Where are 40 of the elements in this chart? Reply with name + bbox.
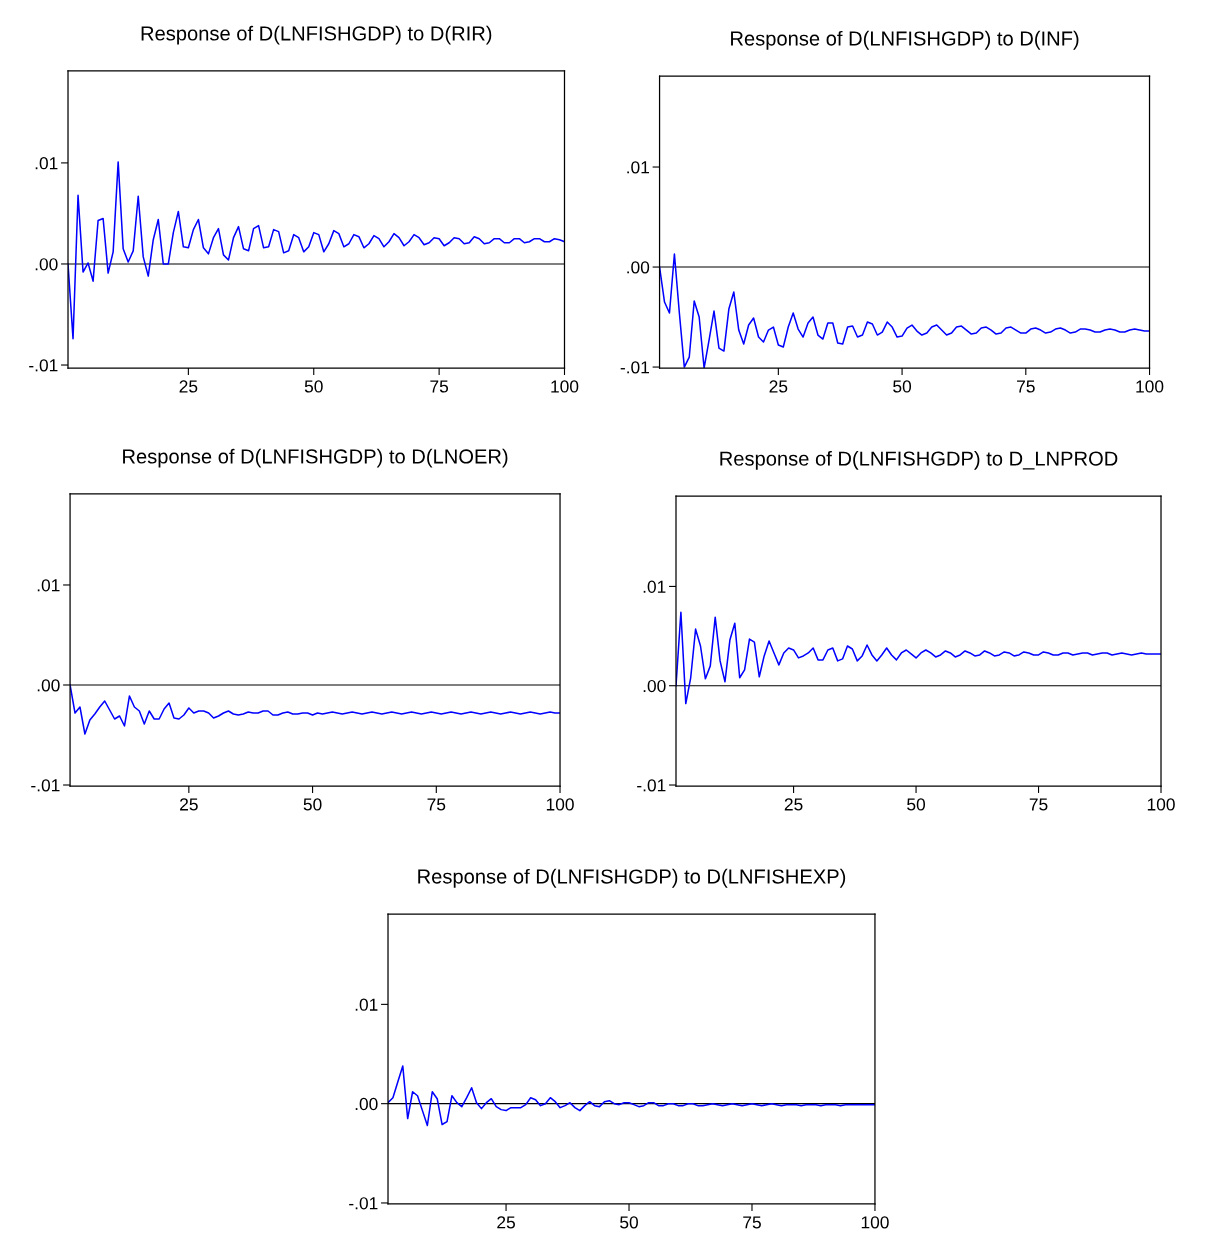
x-tick-label: 25 [180,798,198,811]
y-tick-label: .00 [35,258,58,271]
x-tick-label: 25 [769,380,788,393]
chart-title: Response of D(LNFISHGDP) to D(LNOER) [123,448,508,468]
y-tick-label: -.01 [349,1197,378,1210]
x-tick-label: 50 [893,380,912,393]
chart-title: Response of D(LNFISHGDP) to D_LNPROD [720,450,1118,470]
y-tick-label: .01 [355,998,378,1011]
x-tick-label: 50 [907,798,926,811]
y-tick-label: .00 [37,679,60,692]
y-tick-label: .00 [355,1097,378,1111]
y-tick-label: -.01 [637,779,666,792]
y-tick-label: .01 [35,157,58,170]
x-tick-label: 100 [546,798,574,811]
y-tick-label: .00 [643,679,666,693]
x-tick-label: 75 [743,1216,761,1229]
x-tick-label: 50 [304,380,323,393]
x-tick-label: 100 [1136,380,1164,393]
x-tick-label: 100 [551,380,579,393]
y-tick-label: .01 [643,580,666,593]
chart-title: Response of D(LNFISHGDP) to D(LNFISHEXP) [418,868,846,888]
y-tick-label: .00 [627,261,650,274]
x-tick-label: 75 [427,798,446,811]
y-tick-label: -.01 [31,779,60,792]
chart-title: Response of D(LNFISHGDP) to D(INF) [731,30,1079,50]
y-tick-label: -.01 [620,361,649,374]
x-tick-label: 100 [1147,798,1175,811]
y-tick-label: .01 [627,161,649,174]
x-tick-label: 25 [179,380,198,393]
x-tick-label: 50 [620,1216,638,1229]
y-tick-label: .01 [37,579,60,592]
y-tick-label: -.01 [29,359,58,372]
x-tick-label: 50 [303,798,322,811]
chart-title: Response of D(LNFISHGDP) to D(RIR) [141,25,492,45]
x-tick-label: 25 [497,1216,515,1229]
x-tick-label: 75 [430,380,449,393]
x-tick-label: 75 [1017,380,1035,393]
x-tick-label: 75 [1029,798,1048,811]
x-tick-label: 100 [861,1216,889,1229]
x-tick-label: 25 [784,798,803,811]
